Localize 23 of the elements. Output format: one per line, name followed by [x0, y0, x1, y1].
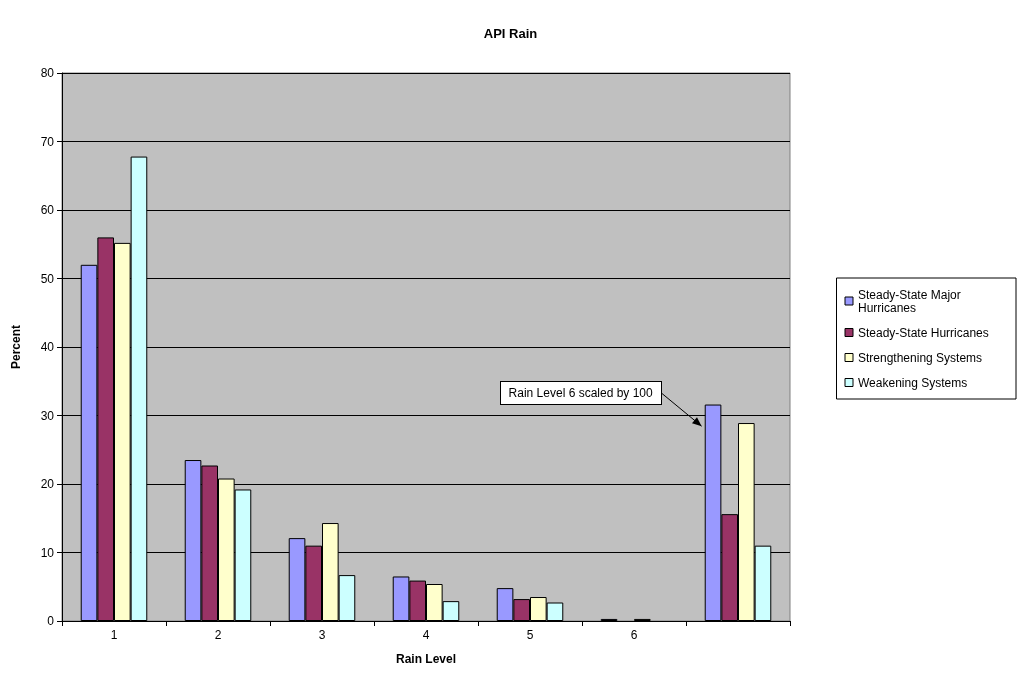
x-tick-label: 1: [110, 628, 118, 642]
y-tick-label: 80: [40, 66, 55, 80]
y-tick-label: 60: [40, 203, 55, 217]
annotation: Rain Level 6 scaled by 100: [499, 381, 662, 406]
y-tick-label: 70: [40, 134, 55, 149]
x-tick-label: 3: [318, 628, 326, 642]
x-tick-label: 5: [526, 628, 534, 642]
x-tick-label: 6: [630, 628, 638, 642]
y-tick-label: 10: [40, 545, 55, 560]
y-tick-label: 30: [40, 408, 55, 423]
x-tick-label: 4: [422, 628, 430, 642]
y-axis-title: Percent: [9, 324, 23, 370]
y-tick-label: 40: [40, 340, 55, 354]
y-tick-label: 0: [47, 614, 55, 628]
legend-label: Steady-State Major Hurricanes: [858, 287, 965, 315]
y-tick-label: 50: [40, 271, 55, 286]
legend-label: Strengthening Systems: [858, 350, 983, 365]
legend-label: Weakening Systems: [858, 375, 968, 390]
chart-title: API Rain: [483, 26, 538, 41]
legend-label: Steady-State Hurricanes: [858, 325, 989, 340]
x-tick-label: 2: [214, 628, 222, 642]
y-tick-label: 20: [40, 477, 55, 491]
x-axis-title: Rain Level: [395, 652, 457, 666]
